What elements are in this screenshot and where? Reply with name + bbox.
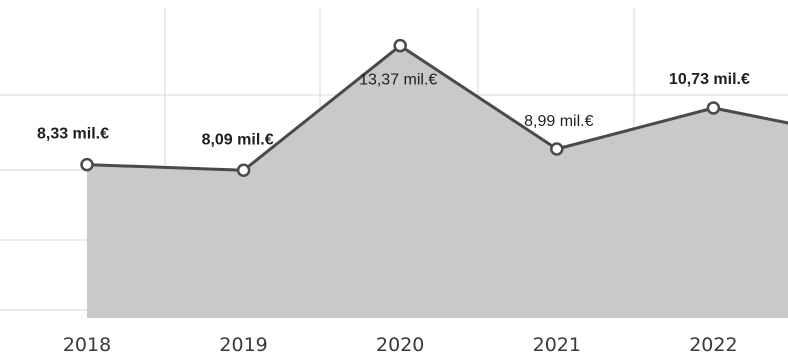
data-point — [706, 101, 721, 115]
data-point — [393, 38, 407, 53]
data-label: 8,99 mil.€ — [524, 113, 593, 130]
data-point — [550, 142, 564, 156]
x-tick-label: 2021 — [533, 334, 581, 354]
x-tick-label: 2020 — [376, 334, 424, 354]
data-points — [80, 38, 721, 178]
data-point — [80, 157, 94, 172]
data-labels: 8,33 mil.€ 8,09 mil.€ 13,37 mil.€ 8,99 mil.… — [37, 71, 750, 148]
series-line — [86, 44, 788, 172]
data-label: 8,33 mil.€ — [37, 126, 109, 143]
data-label: 8,09 mil.€ — [202, 131, 274, 148]
x-axis-ticks: 2018 2019 2020 2021 2022 — [63, 334, 738, 354]
x-tick-label: 2019 — [219, 334, 267, 354]
x-tick-label: 2022 — [689, 334, 737, 354]
x-tick-label: 2018 — [63, 334, 111, 354]
data-label: 10,73 mil.€ — [669, 71, 750, 88]
data-point — [236, 163, 251, 178]
series-area — [87, 45, 788, 318]
data-label: 13,37 mil.€ — [359, 72, 437, 89]
